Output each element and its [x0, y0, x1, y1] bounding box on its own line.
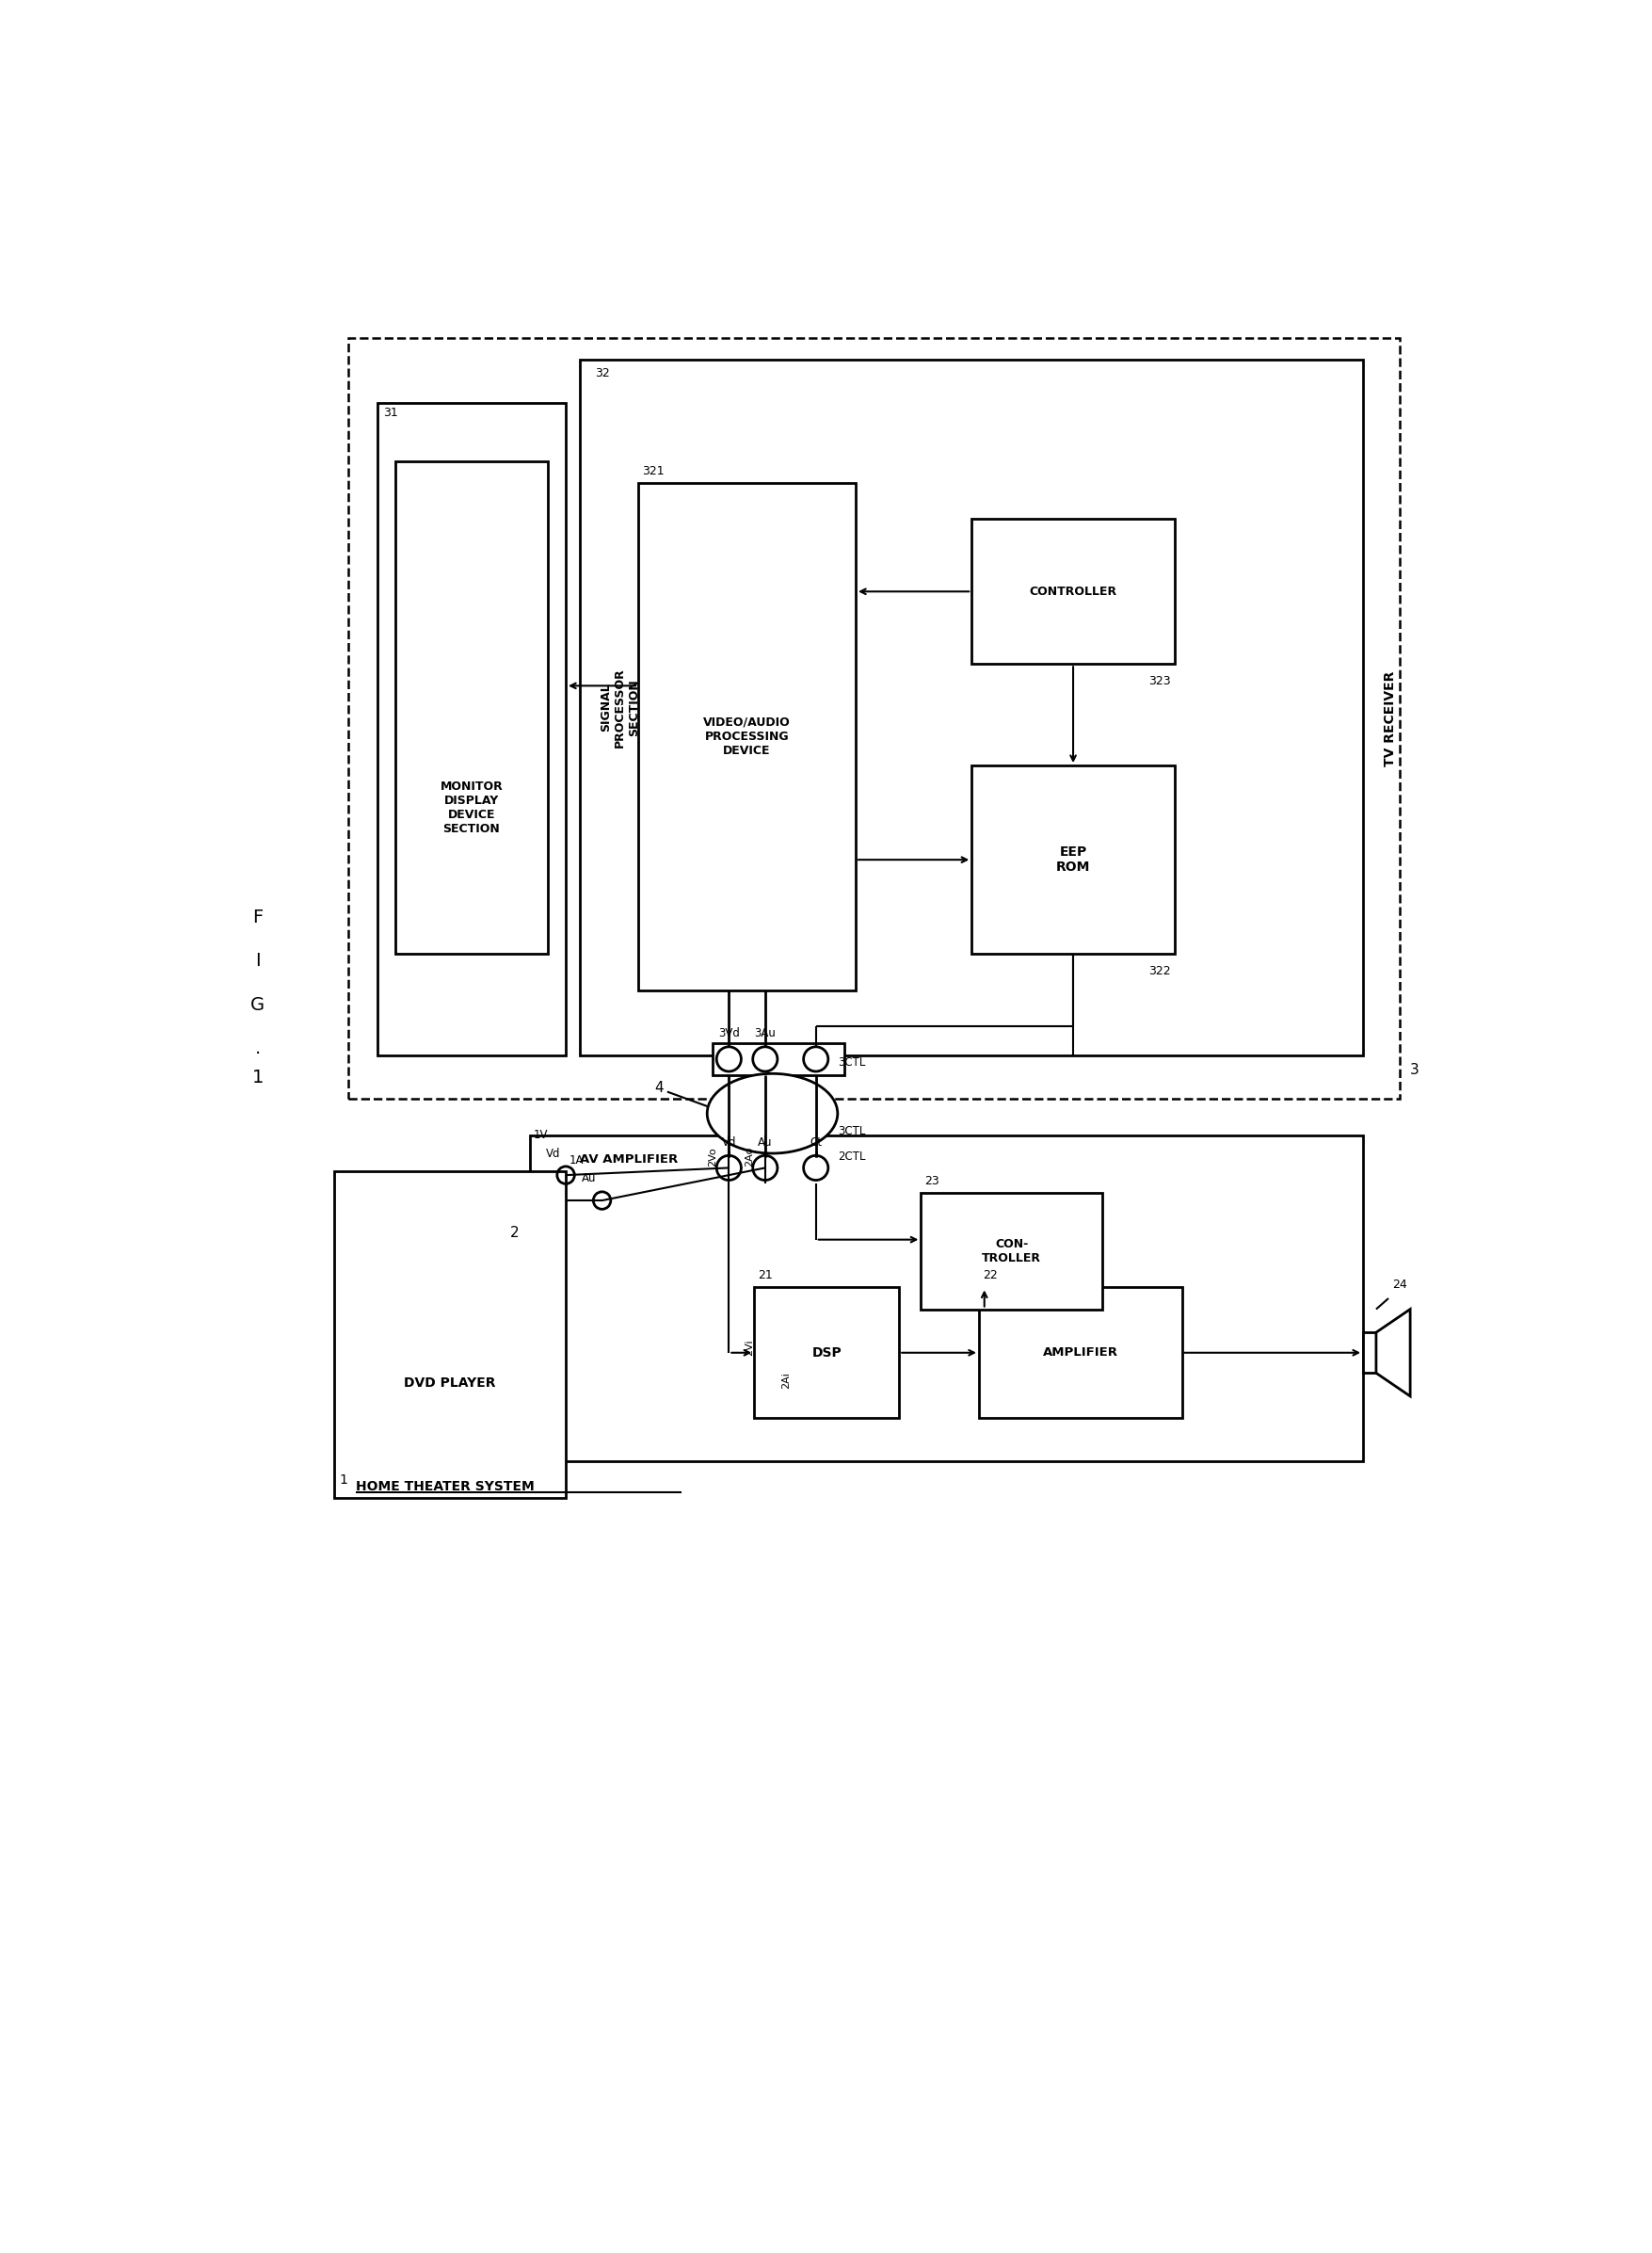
Text: 24: 24: [1393, 1280, 1408, 1291]
Text: SIGNAL
PROCESSOR
SECTION: SIGNAL PROCESSOR SECTION: [600, 667, 641, 748]
Text: .: .: [254, 1039, 261, 1057]
Text: AMPLIFIER: AMPLIFIER: [1042, 1347, 1118, 1359]
Text: 1: 1: [340, 1473, 349, 1487]
Text: 21: 21: [758, 1268, 773, 1282]
Text: 2: 2: [509, 1226, 519, 1239]
Text: 3Vd: 3Vd: [719, 1027, 740, 1041]
Text: 22: 22: [983, 1268, 998, 1282]
Text: CON-
TROLLER: CON- TROLLER: [981, 1239, 1041, 1264]
Text: 3: 3: [1411, 1063, 1419, 1077]
Text: 23: 23: [925, 1176, 940, 1187]
Text: AV AMPLIFIER: AV AMPLIFIER: [580, 1154, 679, 1165]
Bar: [971, 766, 1175, 953]
Text: I: I: [254, 953, 261, 971]
Text: 2Ai: 2Ai: [781, 1372, 790, 1388]
Bar: [755, 1286, 899, 1417]
Text: 31: 31: [383, 406, 398, 419]
Text: Vd: Vd: [545, 1147, 560, 1160]
Text: VIDEO/AUDIO
PROCESSING
DEVICE: VIDEO/AUDIO PROCESSING DEVICE: [704, 716, 791, 757]
Bar: [638, 482, 856, 991]
Bar: [349, 338, 1399, 1099]
Text: 322: 322: [1148, 964, 1171, 978]
Text: Au: Au: [758, 1136, 773, 1149]
Text: DSP: DSP: [811, 1345, 841, 1359]
Bar: [1363, 1332, 1376, 1372]
Text: MONITOR
DISPLAY
DEVICE
SECTION: MONITOR DISPLAY DEVICE SECTION: [439, 780, 502, 836]
Text: 3Au: 3Au: [755, 1027, 776, 1041]
Text: Au: Au: [582, 1172, 596, 1185]
Text: 2Vi: 2Vi: [745, 1338, 755, 1356]
Text: EEP
ROM: EEP ROM: [1056, 845, 1090, 874]
Ellipse shape: [707, 1075, 838, 1154]
Bar: [395, 462, 548, 953]
Bar: [530, 1136, 1363, 1462]
Bar: [920, 1194, 1102, 1309]
Bar: [580, 360, 1363, 1054]
Text: CONTROLLER: CONTROLLER: [1029, 586, 1117, 597]
Polygon shape: [1376, 1309, 1411, 1397]
Text: 32: 32: [595, 367, 610, 379]
Text: Vd: Vd: [722, 1136, 737, 1149]
Text: 3CTL: 3CTL: [838, 1126, 866, 1138]
Text: F: F: [253, 908, 263, 926]
Text: G: G: [251, 996, 264, 1014]
Bar: [714, 1043, 844, 1075]
Text: 2Vo: 2Vo: [709, 1147, 717, 1167]
Text: TV RECEIVER: TV RECEIVER: [1384, 671, 1398, 766]
Text: 3CTL: 3CTL: [838, 1057, 866, 1068]
Text: DVD PLAYER: DVD PLAYER: [405, 1377, 496, 1390]
Text: Ct: Ct: [809, 1136, 823, 1149]
Text: 1A: 1A: [570, 1154, 583, 1167]
Bar: [377, 403, 565, 1054]
Bar: [980, 1286, 1181, 1417]
Bar: [334, 1172, 565, 1498]
Text: 4: 4: [654, 1081, 664, 1095]
Text: 1V: 1V: [534, 1129, 548, 1142]
Text: HOME THEATER SYSTEM: HOME THEATER SYSTEM: [355, 1480, 534, 1494]
Bar: [971, 518, 1175, 665]
Text: 1: 1: [251, 1068, 264, 1086]
Text: 2Ao: 2Ao: [745, 1147, 753, 1167]
Text: 321: 321: [643, 464, 664, 478]
Text: 2CTL: 2CTL: [838, 1151, 866, 1163]
Text: 323: 323: [1148, 676, 1171, 687]
Bar: [714, 1151, 844, 1183]
